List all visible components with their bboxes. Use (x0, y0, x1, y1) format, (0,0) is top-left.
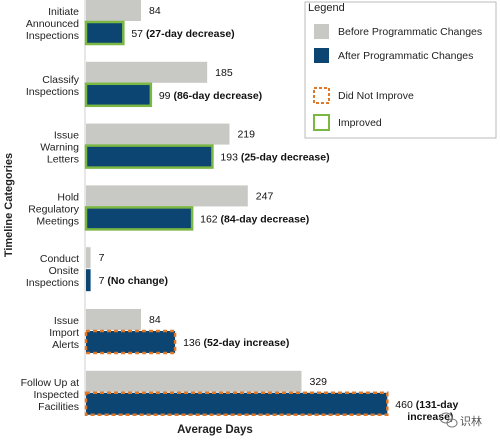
category-label-line: Warning (40, 142, 79, 154)
category-label-line: Import (49, 327, 79, 339)
legend-swatch-before (314, 24, 329, 39)
bar-before (86, 0, 142, 21)
category-label-line: Inspections (26, 277, 79, 289)
legend-swatch-did-not-improve (313, 87, 330, 104)
watermark-text: 识林 (460, 414, 482, 428)
value-number: 162 (200, 213, 220, 225)
value-label-before: 247 (256, 190, 274, 202)
category-label: Conduct Onsite Inspections (26, 253, 79, 289)
category-label-line: Hold (57, 191, 79, 203)
bar-after (84, 144, 214, 169)
change-note: (86-day decrease) (173, 90, 262, 102)
category-label: Hold Regulatory Meetings (28, 191, 80, 227)
category-label-line: Inspections (26, 30, 79, 42)
category-label: Issue Warning Letters (40, 130, 79, 166)
y-axis-label: Timeline Categories (3, 153, 15, 257)
value-label-after: 57 (27-day decrease) (131, 28, 234, 40)
legend-item-label: Improved (338, 117, 382, 129)
category-label-line: Follow Up at (21, 377, 79, 389)
value-label-before: 84 (149, 314, 161, 326)
bar-before (86, 123, 230, 145)
legend-title: Legend (308, 2, 345, 14)
value-label-after-line: 460 (131-day (395, 399, 458, 411)
value-label-after: 99 (86-day decrease) (159, 90, 262, 102)
change-note: (52-day increase) (204, 337, 290, 349)
value-label-after: 193 (25-day decrease) (220, 152, 329, 164)
value-label-before: 185 (215, 67, 233, 79)
value-label-after: 162 (84-day decrease) (200, 213, 309, 225)
change-note: (84-day decrease) (221, 213, 310, 225)
category-label-line: Announced (26, 18, 79, 30)
bar-after (84, 206, 194, 231)
category-label-line: Regulatory (28, 203, 80, 215)
bar-before (86, 370, 302, 392)
legend-item-label: Before Programmatic Changes (338, 26, 482, 38)
legend: Legend Before Programmatic Changes After P… (304, 1, 497, 139)
bar-after (86, 269, 91, 292)
value-label-before: 219 (237, 129, 255, 141)
value-number: 7 (99, 275, 108, 287)
change-note: (131-day (416, 399, 459, 411)
category-label-line: Inspected (33, 389, 79, 401)
wechat-icon (439, 412, 458, 428)
category-label-line: Classify (42, 74, 80, 86)
category-label-line: Issue (54, 130, 79, 142)
legend-item-label: After Programmatic Changes (338, 50, 473, 62)
category-label: Follow Up at Inspected Facilities (21, 377, 80, 413)
bar-after (84, 391, 389, 417)
watermark: 识林 (439, 412, 482, 428)
value-label-before: 7 (99, 252, 105, 264)
value-label-before: 329 (309, 376, 327, 388)
category-label: Issue Import Alerts (49, 315, 79, 351)
category-label-line: Letters (47, 154, 79, 166)
bar-after (84, 82, 153, 108)
legend-item-label: Did Not Improve (338, 90, 414, 102)
value-number: 136 (183, 337, 203, 349)
value-number: 193 (220, 152, 240, 164)
bar-after (84, 329, 177, 355)
change-note: (25-day decrease) (241, 152, 330, 164)
category-label-line: Conduct (40, 253, 79, 265)
category-label-line: Meetings (36, 215, 79, 227)
change-note: (27-day decrease) (146, 28, 235, 40)
value-label-after: 460 (131-day increase) (395, 399, 458, 423)
value-number: 99 (159, 90, 174, 102)
bar-before (86, 185, 248, 207)
bar-before (86, 247, 91, 269)
change-note: (No change) (107, 275, 168, 287)
legend-box (304, 1, 497, 139)
legend-swatch-improved (313, 114, 330, 131)
legend-swatch-after (314, 48, 329, 63)
category-label-line: Initiate (48, 6, 79, 18)
bar-before (86, 309, 142, 330)
value-label-before: 84 (149, 5, 161, 17)
category-label-line: Alerts (52, 339, 79, 351)
value-number: 57 (131, 28, 146, 40)
bar-after (84, 20, 125, 46)
category-label-line: Onsite (49, 265, 80, 277)
value-label-after: 7 (No change) (99, 275, 168, 287)
category-label: Initiate Announced Inspections (26, 6, 79, 42)
category-label: Classify Inspections (26, 74, 80, 98)
category-label-line: Inspections (26, 86, 79, 98)
value-label-after: 136 (52-day increase) (183, 337, 289, 349)
category-label-line: Issue (54, 315, 79, 327)
x-axis-label: Average Days (177, 424, 253, 436)
bar-before (86, 61, 208, 83)
category-label-line: Facilities (38, 401, 79, 413)
